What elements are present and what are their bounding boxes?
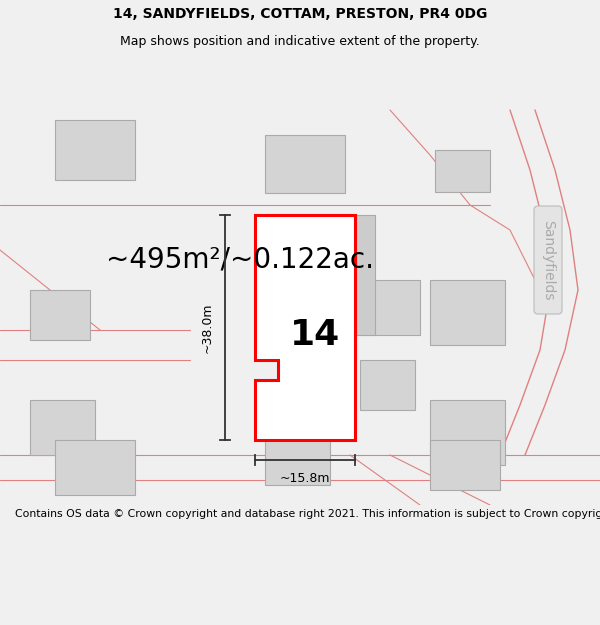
Bar: [55, 440, 135, 495]
Bar: [360, 280, 420, 335]
Bar: [55, 120, 135, 180]
FancyBboxPatch shape: [534, 206, 562, 314]
Polygon shape: [255, 215, 355, 440]
Text: ~495m²/~0.122ac.: ~495m²/~0.122ac.: [106, 246, 374, 274]
Text: ~38.0m: ~38.0m: [200, 302, 214, 352]
Text: Map shows position and indicative extent of the property.: Map shows position and indicative extent…: [120, 35, 480, 48]
Bar: [285, 400, 330, 435]
Bar: [360, 360, 415, 410]
Text: Sandyfields: Sandyfields: [541, 220, 555, 300]
Bar: [430, 440, 500, 490]
Bar: [265, 440, 330, 485]
Bar: [265, 135, 345, 193]
Text: Contains OS data © Crown copyright and database right 2021. This information is : Contains OS data © Crown copyright and d…: [15, 509, 600, 519]
Bar: [430, 400, 505, 465]
Bar: [435, 150, 490, 192]
Text: 14, SANDYFIELDS, COTTAM, PRESTON, PR4 0DG: 14, SANDYFIELDS, COTTAM, PRESTON, PR4 0D…: [113, 8, 487, 21]
Bar: [430, 280, 505, 345]
Bar: [280, 215, 375, 335]
Bar: [30, 290, 90, 340]
Text: ~15.8m: ~15.8m: [280, 471, 330, 484]
Text: 14: 14: [290, 318, 340, 352]
Bar: [30, 400, 95, 455]
